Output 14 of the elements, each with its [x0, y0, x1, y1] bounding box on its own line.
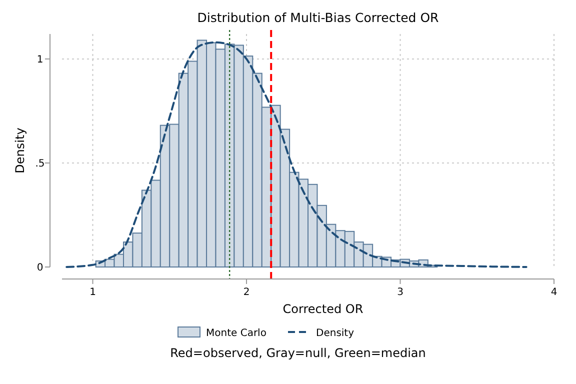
y-tick-label: 1: [36, 54, 44, 66]
legend-label: Monte Carlo: [206, 328, 266, 339]
x-tick-label: 4: [550, 287, 558, 298]
legend-label: Density: [316, 328, 354, 339]
text: Red=observed, Gray=null, Green=median: [170, 346, 426, 360]
x-tick-label: 2: [243, 287, 250, 298]
chart-title: Distribution of Multi-Bias Corrected OR: [197, 10, 440, 25]
y-axis-title: Density: [13, 128, 27, 174]
y-tick-label: .5: [35, 158, 45, 170]
x-tick-label: 3: [397, 287, 404, 298]
line-series: [66, 41, 528, 268]
x-tick-label: 1: [90, 287, 96, 298]
y-tick-label: 0: [36, 262, 44, 274]
x-axis-title: Corrected OR: [282, 302, 364, 316]
